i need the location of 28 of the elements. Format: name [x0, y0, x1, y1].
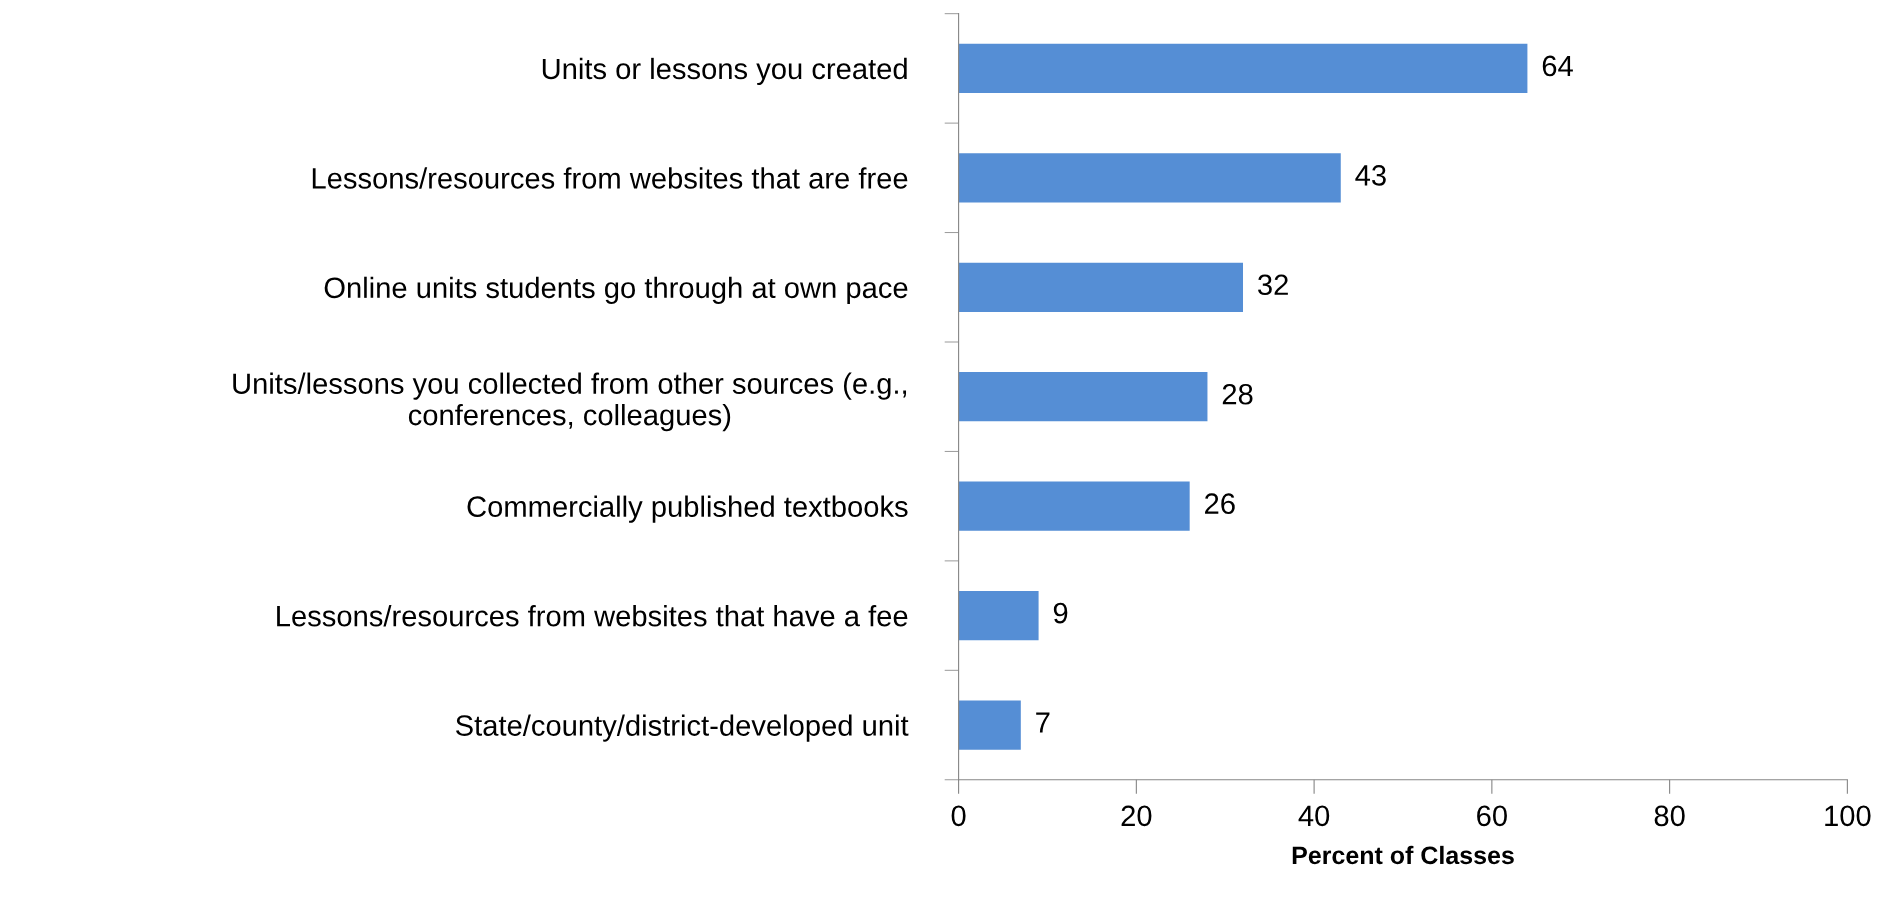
x-tick-label: 20 — [1121, 805, 1152, 827]
data-label: 28 — [1222, 383, 1253, 405]
data-label: 7 — [1036, 712, 1050, 733]
x-tick-label: 0 — [951, 805, 966, 827]
y-tick-label: Online units students go through at own pace — [324, 276, 908, 304]
y-tick-label: Lessons/resources from websites that are free — [312, 167, 908, 189]
data-label: 9 — [1053, 602, 1068, 624]
x-tick-label: 100 — [1825, 805, 1871, 827]
x-tick-label: 80 — [1654, 805, 1685, 827]
data-label: 43 — [1355, 165, 1386, 186]
x-tick-label: 40 — [1298, 805, 1330, 827]
data-label: 26 — [1205, 493, 1235, 514]
bar — [958, 481, 1190, 531]
bar — [958, 372, 1208, 422]
data-label: 32 — [1258, 274, 1288, 296]
y-tick-label: Units or lessons you created — [542, 57, 907, 86]
bar — [958, 590, 1039, 641]
bar — [958, 153, 1341, 203]
bar — [958, 262, 1243, 312]
bar — [958, 700, 1021, 750]
x-axis-title: Percent of Classes — [1292, 845, 1514, 865]
x-tick-label: 60 — [1477, 805, 1507, 827]
y-tick-label: State/county/district-developed unit — [455, 714, 909, 742]
bar — [958, 43, 1528, 94]
y-tick-label: Units/lessons you collected from other sources (e.g., conferences, colleagues) — [233, 372, 907, 432]
y-tick-label: Commercially published textbooks — [467, 495, 908, 523]
y-tick-label: Lessons/resources from websites that have a fee — [277, 605, 908, 627]
data-label: 64 — [1542, 55, 1573, 77]
